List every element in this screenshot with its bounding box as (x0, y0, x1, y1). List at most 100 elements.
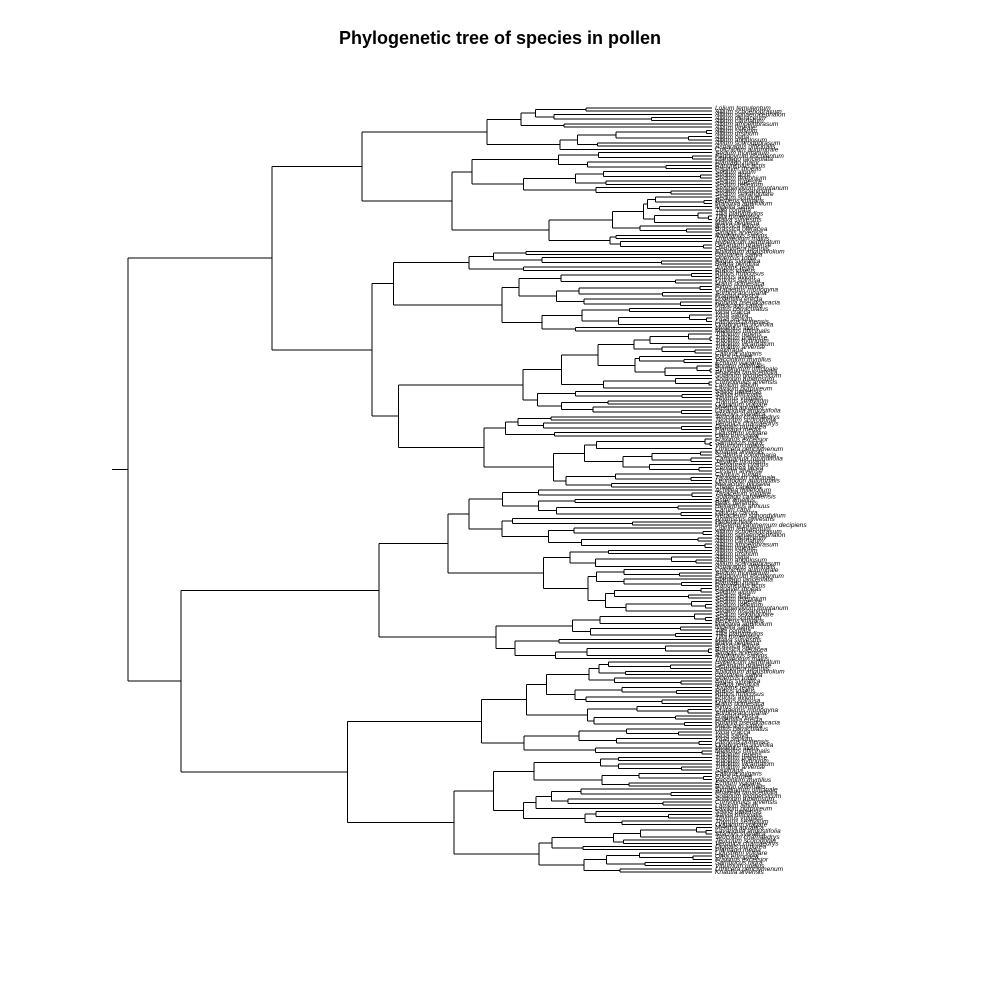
tip-label: Echium vulgare (715, 360, 761, 367)
tip-label: Tilia platyphyllos (715, 210, 764, 217)
tip-label: Malva sylvestris (715, 217, 762, 224)
tip-label: Melilotus albus (715, 325, 759, 332)
tip-label: Trifolium repens (715, 331, 762, 338)
tip-label: Leontodon autumnalis (715, 478, 781, 485)
tip-label: Allium sativum (714, 127, 758, 134)
tip-label: Carduus nutans (715, 471, 762, 478)
tip-label: Onobrychis viciifolia (715, 742, 774, 749)
tip-label: Convolvulus arvensis (715, 799, 778, 806)
tip-label: Sorbus aucuparia (715, 710, 767, 717)
tip-label: Sorbus aucuparia (715, 290, 767, 297)
tip-label: Sedum reflexum (715, 182, 764, 189)
tip-label: Origanum vulgare (715, 821, 768, 828)
tip-label: Calluna vulgaris (715, 771, 763, 778)
tip-label: Helianthus annuus (715, 503, 770, 510)
tip-label: Sambucus nigra (715, 439, 763, 446)
tip-label: Plantago major (715, 580, 760, 587)
tip-label: Calluna vulgaris (715, 350, 763, 357)
tip-label: Allium oleraceum (714, 115, 766, 122)
tip-label: Solanum tuberosum (715, 376, 775, 383)
tip-label: Nigella sativa (715, 204, 755, 211)
tip-label: Oenothera biennis (715, 665, 770, 672)
tip-label: Tilia cordata (715, 627, 751, 634)
tip-label: Symphytum officinale (715, 786, 778, 793)
tip-label: Malus domestica (715, 700, 765, 707)
tip-label: Vicia sativa (715, 732, 749, 739)
tip-label: Sedum spurium (715, 194, 762, 201)
tip-label: Allium schoenoprasum (714, 529, 782, 536)
tip-label: Solanum lycopersicum (715, 793, 782, 800)
tip-label: Trifolium pratense (715, 755, 768, 762)
tip-label: Olea europaea (715, 433, 759, 440)
tip-label: Allium sphaerocephalon (714, 112, 786, 119)
tip-label: Sedum sexangulare (715, 611, 774, 618)
tip-label: Teucrium chamaedrys (715, 414, 780, 421)
tip-label: Allium scorodoprasum (714, 560, 781, 567)
tip-label: Geranium pratense (715, 662, 772, 669)
tip-label: Trifolium arvense (715, 344, 765, 351)
tip-label: Asparagus officinalis (714, 564, 776, 571)
tip-label: Mahonia aquifolium (715, 201, 773, 208)
tip-label: Allium angulosum (714, 137, 768, 144)
tip-label: Sedum sexangulare (715, 191, 774, 198)
tip-label: Sedum spurium (715, 615, 762, 622)
tip-label: Veronica chamaedrys (715, 841, 779, 848)
tip-label: Tilia cordata (715, 207, 751, 214)
tip-label: Melilotus officinalis (715, 328, 771, 335)
tip-label: Sedum rupestre (715, 599, 762, 606)
tip-label: Origanum vulgare (715, 401, 768, 408)
tip-label: Brassica napus (715, 223, 761, 230)
tip-label: Betula pendula (715, 681, 759, 688)
tip-label: Quercus robur (715, 675, 758, 682)
tip-label: Fragaria vesca (715, 293, 759, 300)
tip-label: Olea europaea (715, 853, 759, 860)
tip-label: Sedum acre (715, 592, 751, 599)
tip-label: Allium carinatum (714, 538, 764, 545)
tip-label: Phacelia tanacetifolia (715, 790, 778, 797)
tip-label: Fragaria vesca (715, 713, 759, 720)
tip-label: Castanea sativa (715, 672, 763, 679)
tip-label: Sedum montanum (715, 150, 769, 157)
tip-label: Potentilla erecta (715, 296, 763, 303)
tip-label: Sedum album (715, 589, 756, 596)
tip-label: Ligustrum vulgare (715, 430, 768, 437)
tip-label: Thymus vulgaris (715, 815, 764, 822)
page-title: Phylogenetic tree of species in pollen (338, 28, 662, 48)
tip-label: Onobrychis viciifolia (715, 322, 774, 329)
tip-label: Plantago media (715, 427, 761, 434)
tip-label: Tanacetum vulgare (715, 490, 771, 497)
tip-label: Salvia officinalis (715, 392, 763, 399)
tip-label: Sedum telephium (715, 175, 767, 182)
tip-label: Taraxacum officinale (715, 474, 776, 481)
tip-label: Lamium album (715, 802, 759, 809)
tip-label: Pyrus communis (715, 704, 764, 711)
tip-label: Quercus robur (715, 255, 758, 262)
tip-label: Fagopyrum esculentum (715, 153, 784, 160)
tip-label: Salvia officinalis (715, 812, 763, 819)
tip-label: Raphanus sativus (715, 653, 768, 660)
tip-label: Berberis vulgaris (715, 618, 765, 625)
tip-label: Tropaeolum majus (715, 656, 770, 663)
tip-label: Hypericum perforatum (715, 659, 781, 666)
tip-label: Vicia cracca (715, 309, 751, 316)
tip-label: Papaver rhoeas (715, 166, 762, 173)
tip-label: Saxifraga (715, 767, 743, 774)
tip-label: Trifolium incarnatum (715, 761, 775, 768)
tip-label: Allium cepa (714, 134, 749, 141)
tip-label: Trifolium arvense (715, 764, 765, 771)
tip-label: Solanum tuberosum (715, 796, 775, 803)
tip-label: Trifolium pratense (715, 334, 768, 341)
tip-label: Salvia pratensis (715, 809, 762, 816)
tip-label: Trifolium hybridum (715, 338, 769, 345)
tip-label: Vicia sepium (715, 736, 753, 743)
tip-label: Robinia pseudoacacia (715, 720, 780, 727)
tip-label: Lamium album (715, 382, 759, 389)
tip-label: Sedum reflexum (715, 602, 764, 609)
tip-label: Raphanus sativus (715, 233, 768, 240)
tip-label: Allium oleraceum (714, 535, 766, 542)
tip-label: Sedum acre (715, 172, 751, 179)
tip-label: Robinia pseudoacacia (715, 299, 780, 306)
tip-label: Hypericum perforatum (715, 239, 781, 246)
tip-label: Juglans regia (714, 264, 755, 271)
